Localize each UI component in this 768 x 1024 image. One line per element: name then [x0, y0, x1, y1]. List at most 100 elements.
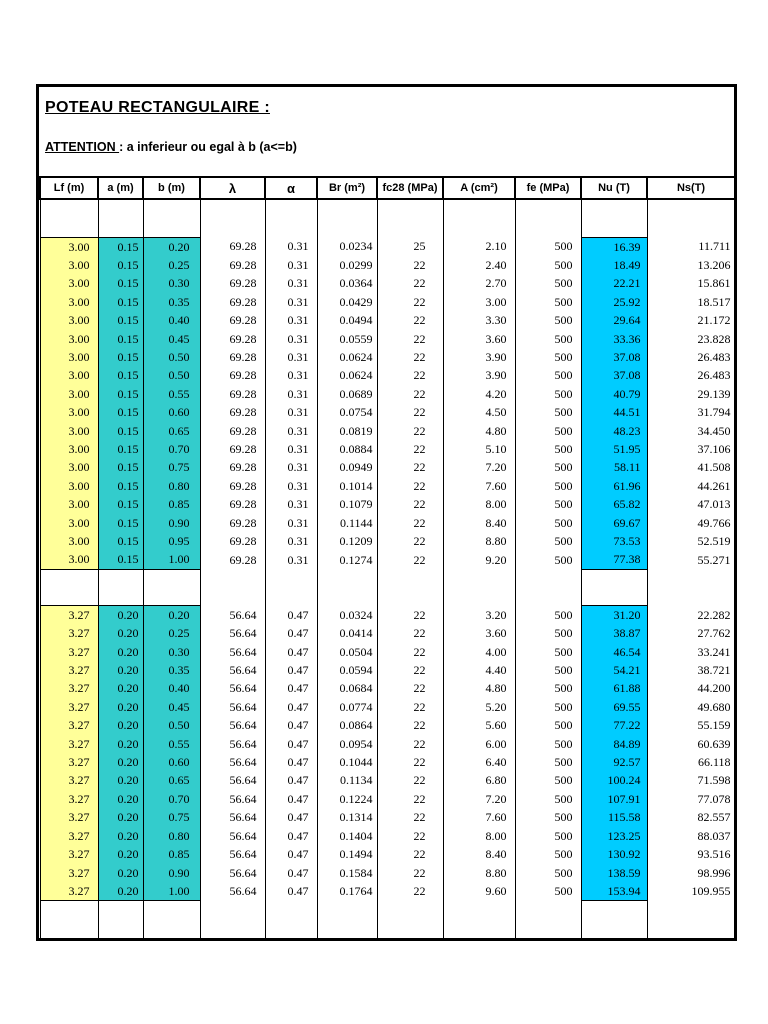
- table-cell: 0.47: [264, 826, 318, 846]
- column-header: fe (MPa): [514, 176, 582, 200]
- table-cell: 21.172: [646, 311, 736, 330]
- table-cell: 107.91: [580, 789, 648, 809]
- table-cell: 88.037: [646, 826, 736, 846]
- table-cell: 500: [514, 347, 582, 367]
- attention-text: : a inferieur ou egal à b (a<=b): [119, 140, 297, 154]
- table-row: 3.00 0.15 0.25 69.28 0.31 0.0299 22 2.40 500 18.4…: [39, 255, 736, 275]
- column-header: b (m): [142, 176, 201, 200]
- empty-cell: [442, 199, 516, 237]
- table-cell: 0.65: [142, 421, 201, 440]
- empty-cell: [580, 900, 648, 938]
- table-cell: 500: [514, 403, 582, 422]
- table-cell: 0.31: [264, 329, 318, 348]
- table-cell: 138.59: [580, 863, 648, 882]
- empty-cell: [264, 199, 318, 237]
- table-cell: 0.1044: [316, 753, 378, 772]
- table-cell: 98.996: [646, 863, 736, 882]
- empty-cell: [580, 199, 648, 237]
- table-cell: 3.00: [39, 274, 99, 293]
- table-cell: 55.159: [646, 716, 736, 735]
- table-cell: 500: [514, 292, 582, 312]
- table-cell: 0.47: [264, 716, 318, 735]
- column-header: α: [264, 176, 318, 200]
- table-cell: 56.64: [199, 845, 266, 864]
- table-cell: 500: [514, 311, 582, 330]
- table-cell: 0.1764: [316, 881, 378, 901]
- empty-cell: [514, 569, 582, 606]
- table-cell: 0.0299: [316, 255, 378, 275]
- table-cell: 56.64: [199, 863, 266, 882]
- table-cell: 0.0864: [316, 716, 378, 735]
- attention-label: ATTENTION: [45, 140, 120, 154]
- table-cell: 4.00: [442, 642, 516, 662]
- table-cell: 3.00: [39, 421, 99, 440]
- table-row: 3.27 0.20 0.20 56.64 0.47 0.0324 22 3.20 500 31.2…: [39, 604, 736, 625]
- table-row: 3.00 0.15 0.40 69.28 0.31 0.0494 22 3.30 500 29.6…: [39, 311, 736, 330]
- table-cell: 500: [514, 237, 582, 256]
- table-cell: 69.28: [199, 476, 266, 496]
- table-cell: 8.00: [442, 495, 516, 514]
- empty-cell: [646, 900, 736, 938]
- empty-cell: [142, 569, 201, 606]
- table-cell: 500: [514, 605, 582, 625]
- table-cell: 3.00: [39, 292, 99, 312]
- table-cell: 37.08: [580, 366, 648, 385]
- table-cell: 77.22: [580, 716, 648, 735]
- table-cell: 3.27: [39, 716, 99, 735]
- table-cell: 22: [376, 789, 444, 809]
- empty-cell: [514, 199, 582, 237]
- table-cell: 0.31: [264, 513, 318, 532]
- table-cell: 56.64: [199, 642, 266, 662]
- table-cell: 69.67: [580, 513, 648, 532]
- table-cell: 3.27: [39, 734, 99, 754]
- table-cell: 0.0594: [316, 661, 378, 680]
- table-cell: 0.0949: [316, 458, 378, 477]
- table-cell: 0.60: [142, 753, 201, 772]
- column-header: Nu (T): [580, 176, 648, 200]
- top-spacer-row: [39, 199, 736, 237]
- table-cell: 7.60: [442, 476, 516, 496]
- table-cell: 0.15: [97, 495, 144, 514]
- table-cell: 22: [376, 329, 444, 348]
- table-cell: 8.80: [442, 863, 516, 882]
- table-cell: 0.25: [142, 624, 201, 643]
- table-cell: 0.47: [264, 661, 318, 680]
- table-cell: 3.00: [39, 532, 99, 551]
- table-row: 3.00 0.15 0.55 69.28 0.31 0.0689 22 4.20 500 40.7…: [39, 384, 736, 404]
- table-cell: 69.28: [199, 532, 266, 551]
- table-cell: 22: [376, 292, 444, 312]
- table-cell: 0.15: [97, 311, 144, 330]
- table-cell: 0.15: [97, 274, 144, 293]
- table-cell: 0.15: [97, 458, 144, 477]
- table-cell: 22: [376, 255, 444, 275]
- table-cell: 500: [514, 458, 582, 477]
- table-cell: 0.20: [142, 236, 201, 256]
- empty-cell: [39, 569, 99, 606]
- table-cell: 0.15: [97, 366, 144, 385]
- table-cell: 3.27: [39, 697, 99, 717]
- table-cell: 0.47: [264, 771, 318, 790]
- table-row: 3.27 0.20 0.90 56.64 0.47 0.1584 22 8.80 500 138.…: [39, 863, 736, 882]
- table-row: 3.00 0.15 0.50 69.28 0.31 0.0624 22 3.90 500 37.0…: [39, 366, 736, 385]
- table-row: 3.00 0.15 0.85 69.28 0.31 0.1079 22 8.00 500 65.8…: [39, 495, 736, 514]
- empty-cell: [264, 900, 318, 938]
- table-cell: 0.20: [97, 642, 144, 662]
- table-cell: 3.00: [39, 255, 99, 275]
- table-cell: 0.20: [97, 808, 144, 827]
- table-row: 3.27 0.20 0.50 56.64 0.47 0.0864 22 5.60 500 77.2…: [39, 716, 736, 735]
- table-cell: 0.31: [264, 384, 318, 404]
- table-cell: 9.20: [442, 550, 516, 570]
- table-cell: 0.47: [264, 845, 318, 864]
- table-cell: 22: [376, 495, 444, 514]
- title-block: POTEAU RECTANGULAIRE : ATTENTION : a inf…: [39, 87, 734, 176]
- table-cell: 0.95: [142, 532, 201, 551]
- table-cell: 500: [514, 661, 582, 680]
- table-header: Lf (m) a (m) b (m) λ α Br (m²) fc28 (MPa) A (cm…: [39, 176, 736, 200]
- table-cell: 56.64: [199, 826, 266, 846]
- table-cell: 16.39: [580, 236, 648, 256]
- table-cell: 69.28: [199, 329, 266, 348]
- table-cell: 0.47: [264, 697, 318, 717]
- table-cell: 0.1584: [316, 863, 378, 882]
- table-cell: 0.31: [264, 255, 318, 275]
- table-cell: 56.64: [199, 789, 266, 809]
